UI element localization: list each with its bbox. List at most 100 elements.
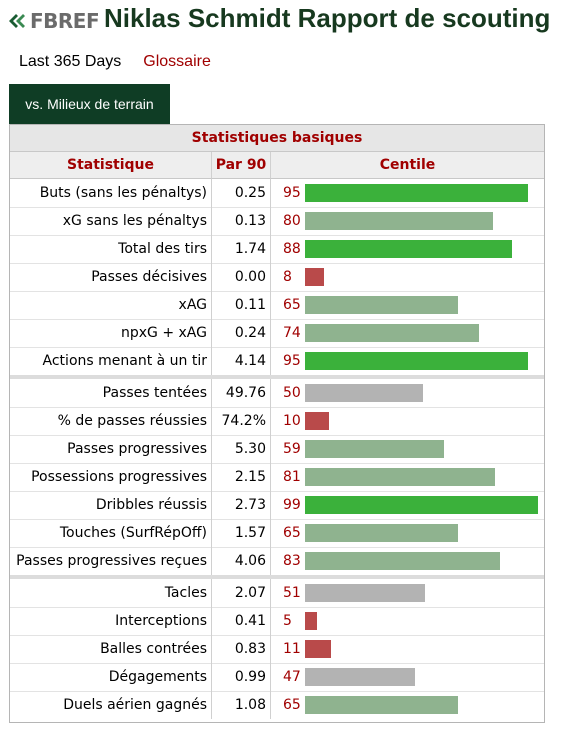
percentile-value: 10 (283, 413, 301, 429)
percentile-value: 88 (283, 241, 301, 257)
per90-value: 2.07 (212, 579, 271, 607)
stat-label: Dribbles réussis (10, 491, 212, 519)
stat-label: xG sans les pénaltys (10, 207, 212, 235)
per90-value: 0.00 (212, 263, 271, 291)
table-row: % de passes réussies 74.2% 10 (10, 407, 544, 435)
percentile-bar (305, 468, 495, 486)
table-row: Passes décisives 0.00 8 (10, 263, 544, 291)
row-divider (10, 319, 544, 320)
logo-text: FBREF (30, 9, 100, 33)
percentile-value: 5 (283, 613, 292, 629)
table-row: Buts (sans les pénaltys) 0.25 95 (10, 179, 544, 207)
row-divider (10, 435, 544, 436)
table-row: Actions menant à un tir 4.14 95 (10, 347, 544, 375)
percentile-value: 11 (283, 641, 301, 657)
percentile-value: 8 (283, 269, 292, 285)
table-row: Tacles 2.07 51 (10, 579, 544, 607)
percentile-bar (305, 240, 512, 258)
per90-value: 74.2% (212, 407, 271, 435)
table-row: xAG 0.11 65 (10, 291, 544, 319)
tab-vs-midfielders[interactable]: vs. Milieux de terrain (9, 84, 170, 124)
per90-value: 4.06 (212, 547, 271, 575)
page-title: Niklas Schmidt Rapport de scouting (104, 3, 551, 33)
column-header-percentile[interactable]: Centile (271, 152, 544, 179)
percentile-bar (305, 412, 329, 430)
percentile-bar (305, 184, 528, 202)
per90-value: 0.25 (212, 179, 271, 207)
row-divider (10, 691, 544, 692)
percentile-bar (305, 212, 493, 230)
table-row: xG sans les pénaltys 0.13 80 (10, 207, 544, 235)
percentile-value: 59 (283, 441, 301, 457)
percentile-bar (305, 640, 331, 658)
percentile-bar (305, 552, 500, 570)
table-row: Possessions progressives 2.15 81 (10, 463, 544, 491)
stat-label: % de passes réussies (10, 407, 212, 435)
row-divider (10, 263, 544, 264)
table-row: Duels aérien gagnés 1.08 65 (10, 691, 544, 719)
percentile-value: 65 (283, 697, 301, 713)
row-divider (10, 207, 544, 208)
stat-label: Balles contrées (10, 635, 212, 663)
per90-value: 0.24 (212, 319, 271, 347)
per90-value: 4.14 (212, 347, 271, 375)
scouting-table: Statistiques basiques Statistique Par 90… (9, 124, 545, 723)
stat-label: Dégagements (10, 663, 212, 691)
per90-value: 0.41 (212, 607, 271, 635)
stat-label: npxG + xAG (10, 319, 212, 347)
table-row: Balles contrées 0.83 11 (10, 635, 544, 663)
period-filter[interactable]: Last 365 Days (19, 53, 122, 70)
percentile-value: 47 (283, 669, 301, 685)
percentile-bar (305, 668, 415, 686)
percentile-bar (305, 496, 538, 514)
table-row: Dégagements 0.99 47 (10, 663, 544, 691)
per90-value: 2.15 (212, 463, 271, 491)
column-header-stat[interactable]: Statistique (10, 152, 212, 179)
table-row: Passes progressives reçues 4.06 83 (10, 547, 544, 575)
per90-value: 0.99 (212, 663, 271, 691)
percentile-value: 83 (283, 553, 301, 569)
stat-label: Tacles (10, 579, 212, 607)
percentile-value: 51 (283, 585, 301, 601)
percentile-value: 65 (283, 297, 301, 313)
fbref-swoosh-icon (9, 14, 25, 28)
table-row: Interceptions 0.41 5 (10, 607, 544, 635)
stat-label: Passes décisives (10, 263, 212, 291)
filter-bar: Last 365 Days Glossaire (19, 50, 211, 74)
percentile-value: 65 (283, 525, 301, 541)
per90-value: 0.11 (212, 291, 271, 319)
percentile-bar (305, 296, 458, 314)
fbref-logo[interactable]: FBREF (8, 8, 100, 34)
percentile-bar (305, 696, 458, 714)
percentile-value: 95 (283, 353, 301, 369)
column-header-per90[interactable]: Par 90 (212, 152, 271, 179)
row-divider (10, 663, 544, 664)
glossary-link[interactable]: Glossaire (143, 53, 211, 70)
percentile-value: 99 (283, 497, 301, 513)
table-row: Total des tirs 1.74 88 (10, 235, 544, 263)
row-divider (10, 491, 544, 492)
group-separator (10, 575, 544, 579)
stat-label: Passes tentées (10, 379, 212, 407)
row-divider (10, 235, 544, 236)
percentile-bar (305, 440, 444, 458)
percentile-bar (305, 324, 479, 342)
section-title: Statistiques basiques (10, 125, 544, 152)
percentile-bar (305, 524, 458, 542)
stat-label: Passes progressives (10, 435, 212, 463)
stat-label: Actions menant à un tir (10, 347, 212, 375)
per90-value: 5.30 (212, 435, 271, 463)
row-divider (10, 407, 544, 408)
per90-value: 1.74 (212, 235, 271, 263)
stat-label: xAG (10, 291, 212, 319)
per90-value: 0.83 (212, 635, 271, 663)
stat-label: Passes progressives reçues (10, 547, 212, 575)
stat-label: Buts (sans les pénaltys) (10, 179, 212, 207)
row-divider (10, 347, 544, 348)
row-divider (10, 519, 544, 520)
percentile-bar (305, 612, 317, 630)
per90-value: 49.76 (212, 379, 271, 407)
stat-label: Interceptions (10, 607, 212, 635)
percentile-value: 80 (283, 213, 301, 229)
table-row: Touches (SurfRépOff) 1.57 65 (10, 519, 544, 547)
